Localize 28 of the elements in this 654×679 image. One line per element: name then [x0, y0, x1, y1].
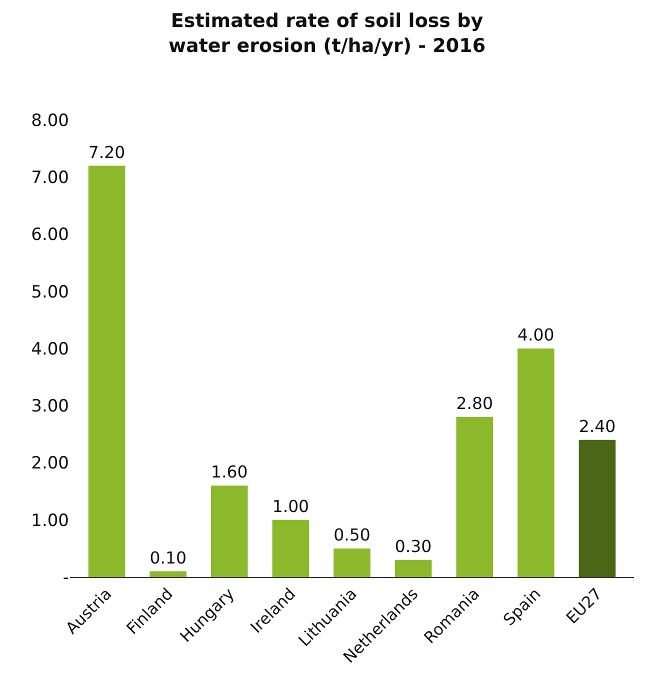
y-tick-label: 2.00: [31, 454, 69, 474]
bar: [456, 417, 493, 577]
bar: [518, 348, 554, 577]
data-label: 1.60: [211, 462, 248, 482]
data-label: 7.20: [88, 142, 126, 162]
data-label: 2.80: [456, 394, 493, 414]
bar: [334, 548, 370, 577]
y-tick-label: 8.00: [31, 110, 69, 131]
y-tick-label: 5.00: [31, 282, 69, 302]
bar: [578, 440, 616, 577]
bar: [150, 571, 186, 577]
data-label: 0.50: [334, 526, 370, 545]
y-tick-label: 1.00: [31, 510, 69, 531]
y-tick-label: 6.00: [31, 225, 69, 246]
chart-title: Estimated rate of soil loss by water erosion (t/ha/yr) - 2016: [168, 10, 486, 57]
data-label: 0.30: [394, 537, 432, 556]
y-tick-label: -: [62, 568, 69, 588]
bar: [211, 486, 248, 577]
bar: [272, 520, 310, 577]
data-label: 2.40: [578, 417, 616, 436]
data-label: 0.10: [150, 548, 186, 568]
data-label: 1.00: [272, 497, 310, 516]
y-tick-label: 3.00: [31, 396, 69, 417]
y-tick-label: 4.00: [31, 339, 69, 360]
data-label: 4.00: [518, 326, 554, 345]
bar: [394, 560, 432, 577]
bar: [88, 166, 126, 577]
y-tick-label: 7.00: [31, 168, 69, 188]
